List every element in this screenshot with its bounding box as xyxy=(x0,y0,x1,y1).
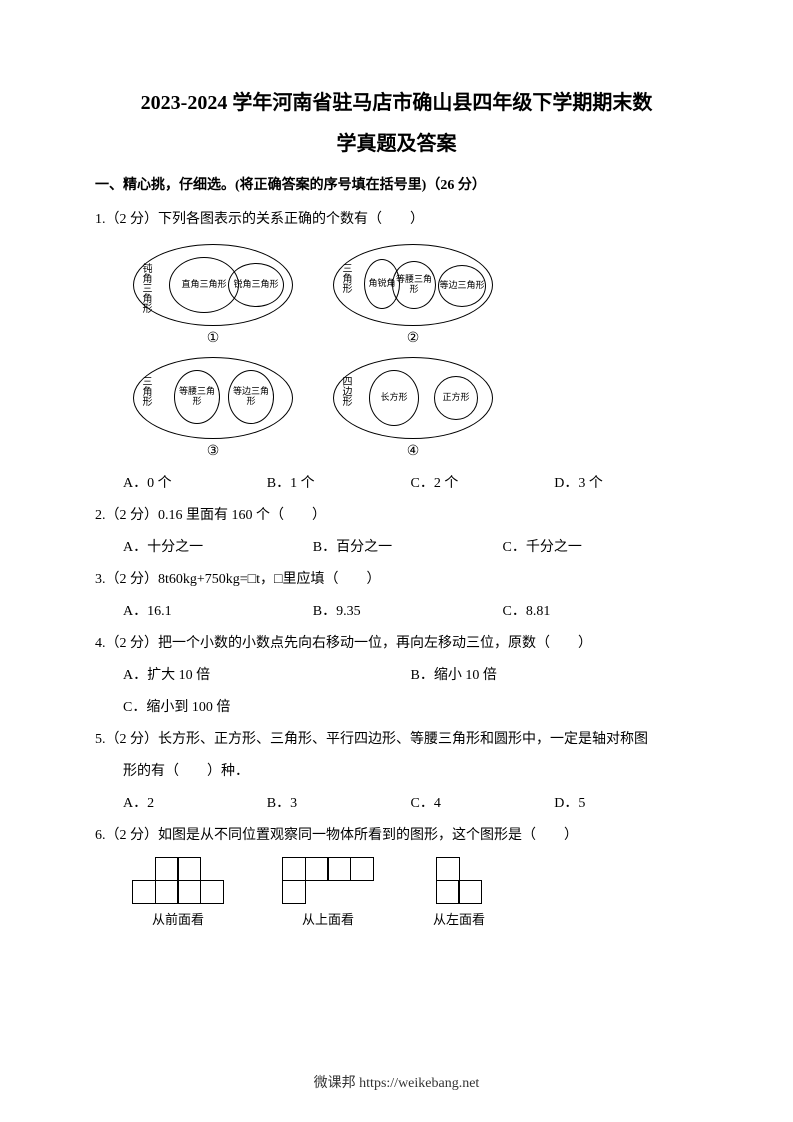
diagram-2-outer: 三角形 xyxy=(340,263,351,293)
q2-opt-a: A．十分之一 xyxy=(123,534,313,562)
q4-opt-c: C．缩小到 100 倍 xyxy=(123,694,411,722)
question-4-options-row2: C．缩小到 100 倍 xyxy=(95,694,698,722)
diagram-3-outer: 三角形 xyxy=(140,376,151,406)
page-footer: 微课邦 https://weikebang.net xyxy=(0,1072,793,1092)
question-4-options-row1: A．扩大 10 倍 B．缩小 10 倍 xyxy=(95,662,698,690)
diagram-1-inner: 锐角三角形 xyxy=(228,263,284,307)
q5-opt-d: D．5 xyxy=(554,790,698,818)
q1-opt-c: C．2 个 xyxy=(411,470,555,498)
q1-opt-a: A．0 个 xyxy=(123,470,267,498)
diagram-4-outer: 四边形 xyxy=(340,376,351,406)
diagram-2-label: ② xyxy=(407,330,420,347)
question-5-line2: 形的有（ ）种． xyxy=(95,758,698,786)
q1-opt-d: D．3 个 xyxy=(554,470,698,498)
diagram-3-label: ③ xyxy=(207,443,220,460)
diagram-4-inner: 正方形 xyxy=(434,376,478,420)
question-6: 6.（2 分）如图是从不同位置观察同一物体所看到的图形，这个图形是（ ） xyxy=(95,822,698,850)
diagram-2-mid2: 等腰三角形 xyxy=(392,261,436,309)
diagram-3: 三角形 等腰三角形 等边三角形 ③ xyxy=(133,357,293,460)
top-view-grid xyxy=(283,858,373,903)
diagram-1-label: ① xyxy=(207,330,220,347)
left-view-grid xyxy=(437,858,482,903)
question-5-options: A．2 B．3 C．4 D．5 xyxy=(95,790,698,818)
question-2: 2.（2 分）0.16 里面有 160 个（ ） xyxy=(95,502,698,530)
page-title-line1: 2023-2024 学年河南省驻马店市确山县四年级下学期期末数 xyxy=(95,85,698,121)
left-view: 从左面看 xyxy=(433,858,485,928)
q4-opt-a: A．扩大 10 倍 xyxy=(123,662,411,690)
diagram-2: 三角形 角锐角 等腰三角形 等边三角形 ② xyxy=(333,244,493,347)
question-3-options: A．16.1 B．9.35 C．8.81 xyxy=(95,598,698,626)
question-5: 5.（2 分）长方形、正方形、三角形、平行四边形、等腰三角形和圆形中，一定是轴对… xyxy=(95,726,698,754)
page-title-line2: 学真题及答案 xyxy=(95,126,698,162)
diagram-row-2: 三角形 等腰三角形 等边三角形 ③ 四边形 长方形 正方形 ④ xyxy=(95,357,698,460)
diagram-2-inner: 等边三角形 xyxy=(438,265,486,307)
diagram-row-1: 钝角三角形 直角三角形 锐角三角形 ① 三角形 角锐角 等腰三角形 等边三角形 … xyxy=(95,244,698,347)
question-1: 1.（2 分）下列各图表示的关系正确的个数有（ ） xyxy=(95,206,698,234)
q5-opt-c: C．4 xyxy=(411,790,555,818)
q3-opt-a: A．16.1 xyxy=(123,598,313,626)
question-3: 3.（2 分）8t60kg+750kg=□t，□里应填（ ） xyxy=(95,566,698,594)
q3-opt-c: C．8.81 xyxy=(503,598,693,626)
question-2-options: A．十分之一 B．百分之一 C．千分之一 xyxy=(95,534,698,562)
diagram-1: 钝角三角形 直角三角形 锐角三角形 ① xyxy=(133,244,293,347)
diagram-4: 四边形 长方形 正方形 ④ xyxy=(333,357,493,460)
front-view: 从前面看 xyxy=(133,858,223,928)
section-1-header: 一、精心挑，仔细选。(将正确答案的序号填在括号里)（26 分） xyxy=(95,174,698,194)
q2-opt-b: B．百分之一 xyxy=(313,534,503,562)
q2-opt-c: C．千分之一 xyxy=(503,534,693,562)
diagram-4-label: ④ xyxy=(407,443,420,460)
q1-opt-b: B．1 个 xyxy=(267,470,411,498)
diagram-3-mid1: 等腰三角形 xyxy=(174,370,220,424)
views-row: 从前面看 从上面看 从左面看 xyxy=(95,858,698,928)
left-view-label: 从左面看 xyxy=(433,909,485,928)
question-1-options: A．0 个 B．1 个 C．2 个 D．3 个 xyxy=(95,470,698,498)
diagram-4-mid: 长方形 xyxy=(369,370,419,426)
diagram-1-outer: 钝角三角形 xyxy=(140,263,151,313)
front-view-grid xyxy=(133,858,223,903)
q3-opt-b: B．9.35 xyxy=(313,598,503,626)
q5-opt-b: B．3 xyxy=(267,790,411,818)
question-4: 4.（2 分）把一个小数的小数点先向右移动一位，再向左移动三位，原数（ ） xyxy=(95,630,698,658)
diagram-3-mid2: 等边三角形 xyxy=(228,370,274,424)
front-view-label: 从前面看 xyxy=(152,909,204,928)
q5-opt-a: A．2 xyxy=(123,790,267,818)
question-1-text: 1.（2 分）下列各图表示的关系正确的个数有（ ） xyxy=(95,206,698,234)
top-view: 从上面看 xyxy=(283,858,373,928)
q4-opt-b: B．缩小 10 倍 xyxy=(411,662,699,690)
top-view-label: 从上面看 xyxy=(302,909,354,928)
